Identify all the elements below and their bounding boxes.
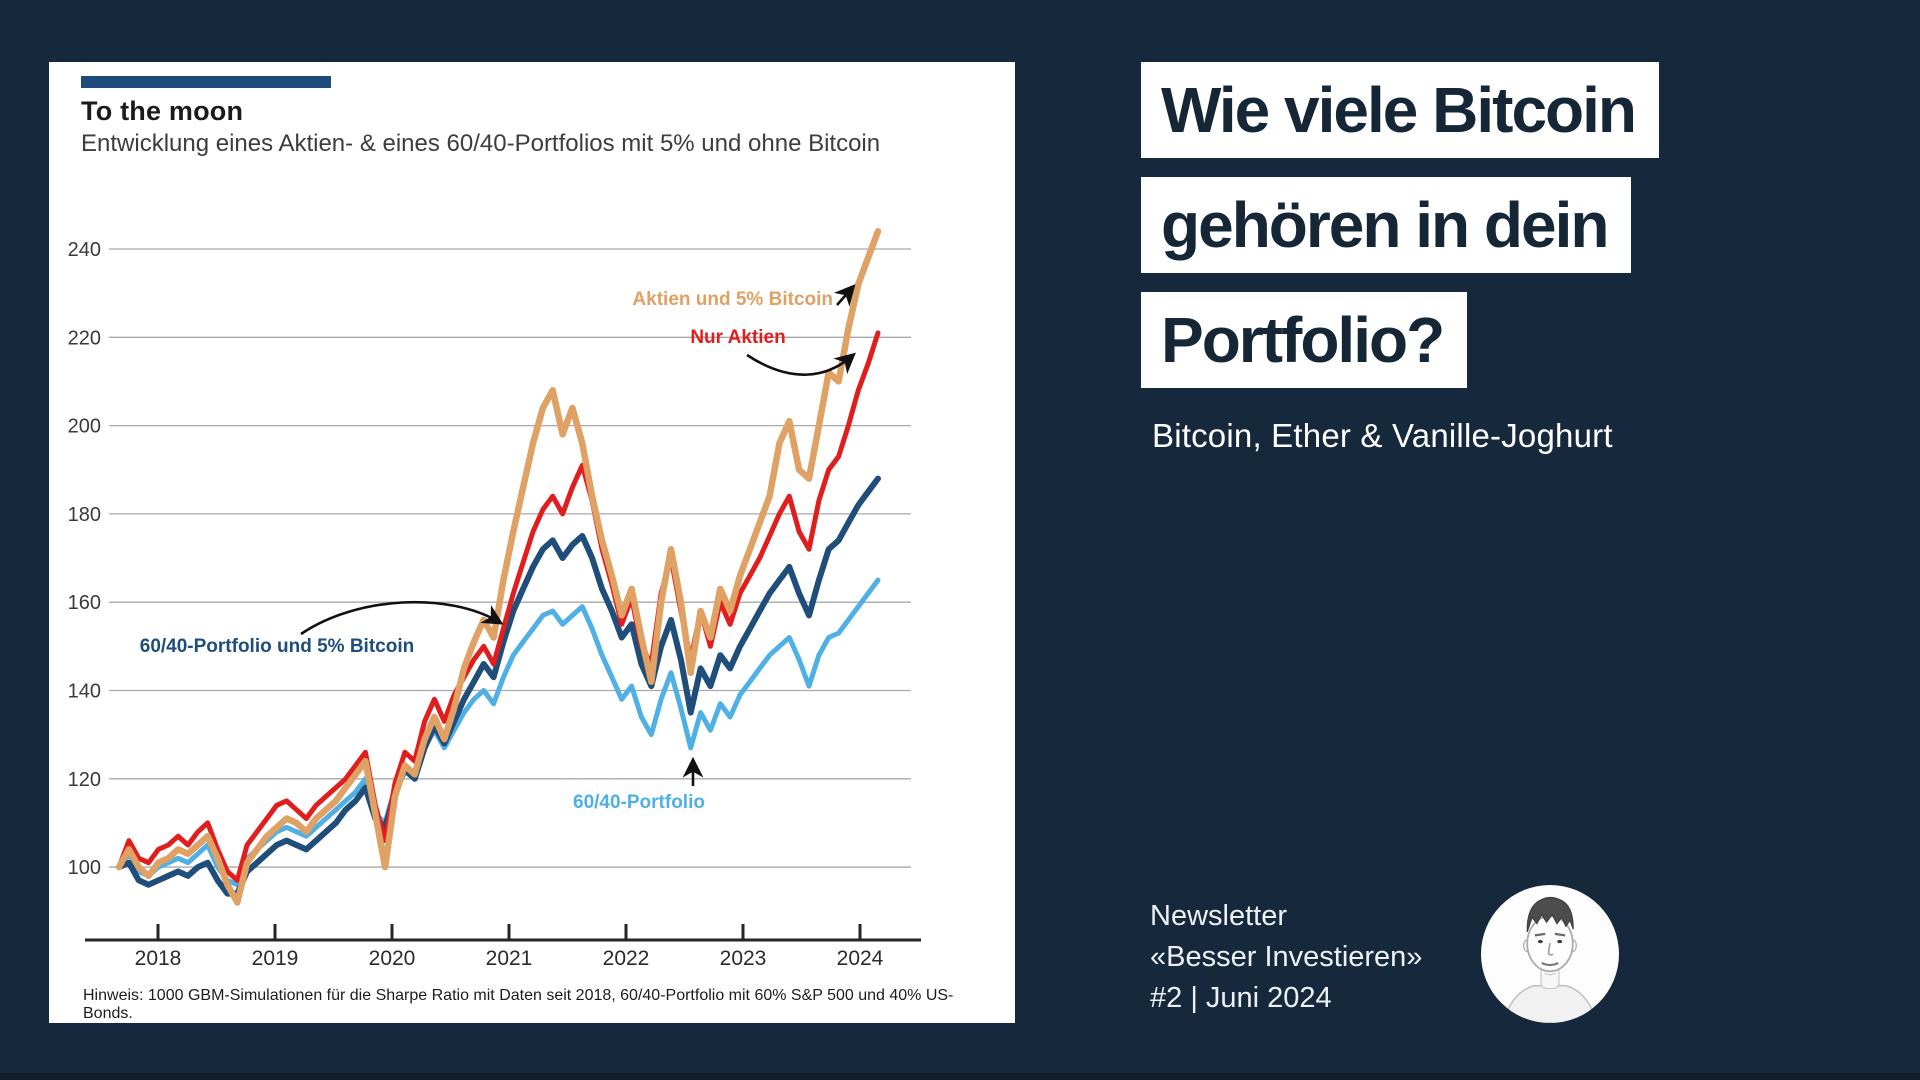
arrow-nur-aktien	[746, 352, 856, 376]
headline-subtitle: Bitcoin, Ether & Vanille-Joghurt	[1152, 417, 1613, 454]
series-annotation-label: 60/40-Portfolio	[573, 792, 705, 813]
annotation-arrows	[300, 284, 856, 786]
y-tick-label: 240	[68, 239, 101, 261]
chart-card: 240 220 200 180 160 140 120 100 2018 2019 2020 2021…	[49, 62, 1015, 1023]
x-tick-label: 2021	[486, 947, 533, 970]
avatar-sketch-portrait	[1502, 896, 1598, 1023]
arrow-aktien-bitcoin	[833, 284, 856, 307]
y-tick-label: 140	[68, 680, 101, 702]
x-tick-label: 2020	[369, 947, 416, 970]
headline: Wie viele Bitcoin gehören in dein Portfo…	[1141, 62, 1659, 407]
headline-line-2: gehören in dein	[1141, 177, 1632, 273]
y-tick-label: 180	[68, 504, 101, 526]
portfolio-chart: 240 220 200 180 160 140 120 100 2018 2019 2020 2021…	[68, 228, 921, 970]
headline-line-1: Wie viele Bitcoin	[1141, 62, 1659, 158]
x-tick-label: 2018	[135, 947, 182, 970]
accent-bar	[81, 76, 331, 88]
avatar	[1481, 885, 1619, 1023]
y-tick-label: 100	[68, 857, 101, 879]
chart-render-layer: 240 220 200 180 160 140 120 100 2018 2019 2020 2021…	[68, 228, 921, 970]
chart-title: To the moon	[81, 96, 244, 126]
arrow-6040-bitcoin	[300, 600, 504, 636]
series-annotation-label: Aktien und 5% Bitcoin	[632, 289, 833, 310]
newsletter-name: «Besser Investieren»	[1150, 941, 1423, 973]
y-tick-label: 160	[68, 592, 101, 614]
series-annotation-label: Nur Aktien	[690, 327, 785, 348]
chart-subtitle: Entwicklung eines Aktien- & eines 60/40-…	[81, 130, 881, 157]
headline-line-3: Portfolio?	[1141, 292, 1468, 388]
y-tick-label: 220	[68, 327, 101, 349]
newsletter-info: Newsletter «Besser Investieren» #2 | Jun…	[1150, 896, 1422, 1019]
x-tick-label: 2022	[603, 947, 650, 970]
annotation-labels: Aktien und 5% Bitcoin Nur Aktien 60/40-Por…	[140, 289, 833, 813]
chart-footnote: Hinweis: 1000 GBM-Simulationen für die S…	[83, 987, 954, 1022]
newsletter-label: Newsletter	[1150, 900, 1287, 932]
x-tick-label: 2024	[837, 947, 884, 970]
y-tick-label: 200	[68, 416, 101, 438]
series-3	[116, 330, 881, 883]
bottom-edge	[0, 1073, 1920, 1080]
x-tick-label: 2019	[252, 947, 299, 970]
series-annotation-label: 60/40-Portfolio und 5% Bitcoin	[140, 636, 414, 657]
newsletter-issue: #2 | Juni 2024	[1150, 982, 1332, 1014]
y-tick-label: 120	[68, 769, 101, 791]
x-tick-label: 2023	[720, 947, 767, 970]
